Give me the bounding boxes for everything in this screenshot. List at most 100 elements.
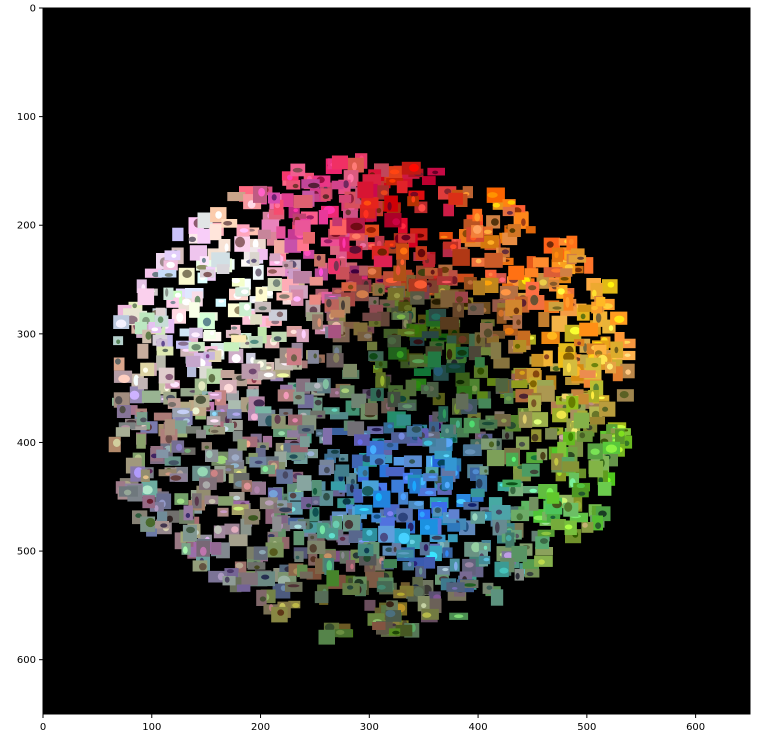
image-tile	[455, 393, 469, 410]
image-tile	[387, 391, 401, 408]
tile-subject	[319, 525, 326, 535]
tile-background	[281, 193, 294, 207]
tile-background	[437, 566, 450, 576]
tile-subject	[170, 475, 182, 481]
tile-background	[367, 341, 378, 351]
image-tile	[383, 442, 399, 450]
tile-subject	[590, 448, 600, 455]
image-tile	[290, 445, 309, 453]
tile-subject	[333, 260, 339, 271]
image-tile	[560, 306, 577, 317]
image-tile	[612, 359, 623, 371]
image-tile	[257, 249, 268, 260]
tile-background	[425, 346, 443, 356]
image-tile	[172, 227, 184, 242]
image-tile	[525, 226, 536, 234]
tile-background	[296, 360, 308, 369]
tile-subject	[215, 211, 222, 219]
image-tile	[511, 380, 528, 389]
image-tile	[177, 401, 192, 411]
tile-background	[269, 253, 281, 262]
tile-subject	[499, 277, 506, 283]
plot-frame	[42, 7, 751, 715]
tile-subject	[287, 584, 300, 588]
tile-subject	[294, 524, 302, 529]
tile-subject	[192, 407, 200, 415]
tile-subject	[252, 299, 257, 302]
image-tile	[478, 419, 498, 429]
tile-subject	[552, 366, 560, 372]
image-tile	[373, 490, 391, 508]
image-tile	[446, 582, 465, 592]
image-tile	[579, 370, 596, 378]
image-tile	[388, 628, 401, 636]
tile-background	[185, 355, 201, 367]
image-tile	[480, 235, 499, 249]
tile-subject	[188, 236, 196, 242]
tile-subject	[413, 587, 424, 597]
tile-subject	[271, 194, 277, 201]
image-tile	[209, 426, 226, 435]
image-tile	[359, 554, 377, 566]
image-tile	[218, 496, 234, 506]
image-tile	[113, 357, 125, 371]
image-tile	[395, 624, 413, 637]
image-tile	[231, 278, 245, 287]
image-tile	[267, 192, 280, 204]
image-tile	[468, 346, 482, 361]
tile-background	[529, 496, 539, 511]
tile-subject	[277, 609, 285, 616]
tile-background	[521, 463, 540, 477]
image-tile	[423, 557, 436, 569]
tile-subject	[205, 354, 210, 359]
tile-subject	[519, 370, 525, 375]
image-tile	[587, 443, 603, 460]
image-tile	[203, 351, 215, 360]
image-tile	[227, 192, 246, 202]
tile-background	[230, 324, 241, 335]
image-tile	[324, 558, 334, 575]
image-tile	[446, 343, 456, 360]
tile-subject	[255, 268, 262, 277]
image-tile	[512, 315, 523, 329]
tile-subject	[157, 316, 164, 324]
tile-background	[330, 245, 340, 255]
tile-subject	[580, 313, 586, 320]
image-tile	[183, 505, 193, 521]
image-tile	[346, 217, 365, 234]
tile-background	[383, 328, 400, 338]
tile-background	[614, 332, 625, 348]
image-tile	[364, 599, 376, 611]
tile-background	[578, 304, 595, 312]
tile-subject	[289, 454, 298, 459]
tile-subject	[412, 480, 417, 492]
image-tile	[398, 492, 409, 505]
image-tile	[491, 505, 511, 520]
image-tile	[253, 185, 267, 203]
image-tile	[605, 361, 616, 374]
tile-background	[524, 334, 536, 345]
image-tile	[303, 528, 316, 537]
tile-background	[372, 622, 386, 630]
tile-background	[597, 470, 608, 486]
image-tile	[354, 504, 373, 515]
image-tile	[537, 529, 555, 537]
image-tile	[434, 450, 452, 459]
image-tile	[474, 332, 485, 349]
tile-background	[578, 393, 589, 405]
tile-subject	[402, 404, 413, 409]
tile-subject	[472, 513, 478, 521]
x-tick-label: 0	[40, 722, 46, 733]
tile-subject	[184, 448, 191, 453]
image-tile	[449, 558, 460, 572]
tile-subject	[376, 207, 382, 214]
image-tile	[339, 385, 355, 399]
tile-subject	[419, 567, 423, 575]
image-tile	[296, 475, 312, 491]
tile-subject	[550, 515, 556, 519]
tile-background	[439, 232, 453, 240]
image-tile	[597, 470, 608, 486]
tile-background	[440, 317, 459, 330]
image-tile	[367, 341, 378, 351]
tile-background	[250, 314, 263, 325]
